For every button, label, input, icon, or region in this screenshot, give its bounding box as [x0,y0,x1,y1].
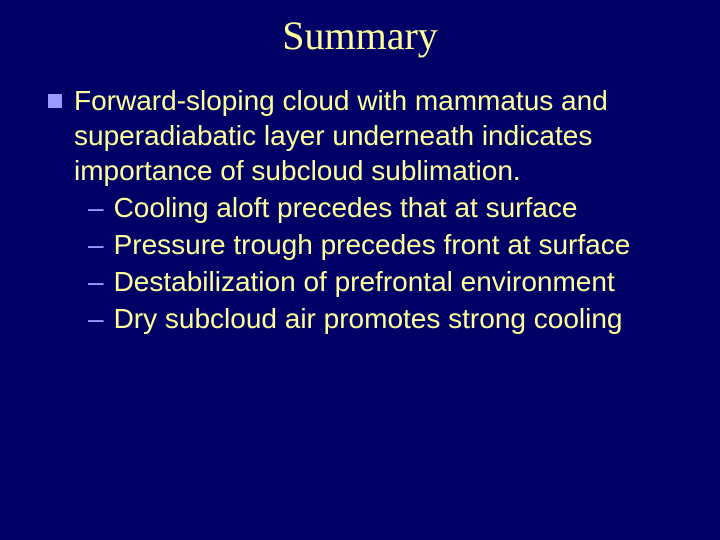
slide: Summary Forward-sloping cloud with mamma… [0,0,720,540]
sub-bullet-text: Dry subcloud air promotes strong cooling [114,301,623,336]
dash-icon: – [88,264,104,299]
sub-bullet-list: – Cooling aloft precedes that at surface… [48,190,700,336]
dash-icon: – [88,227,104,262]
sub-bullet-text: Cooling aloft precedes that at surface [114,190,578,225]
sub-bullet-item: – Dry subcloud air promotes strong cooli… [88,301,700,336]
bullet-text: Forward-sloping cloud with mammatus and … [74,83,700,188]
bullet-block: Forward-sloping cloud with mammatus and … [20,83,700,336]
dash-icon: – [88,190,104,225]
dash-icon: – [88,301,104,336]
sub-bullet-item: – Destabilization of prefrontal environm… [88,264,700,299]
sub-bullet-text: Pressure trough precedes front at surfac… [114,227,631,262]
sub-bullet-item: – Pressure trough precedes front at surf… [88,227,700,262]
sub-bullet-item: – Cooling aloft precedes that at surface [88,190,700,225]
bullet-item: Forward-sloping cloud with mammatus and … [48,83,700,188]
slide-title: Summary [20,12,700,59]
sub-bullet-text: Destabilization of prefrontal environmen… [114,264,615,299]
square-bullet-icon [48,94,62,108]
